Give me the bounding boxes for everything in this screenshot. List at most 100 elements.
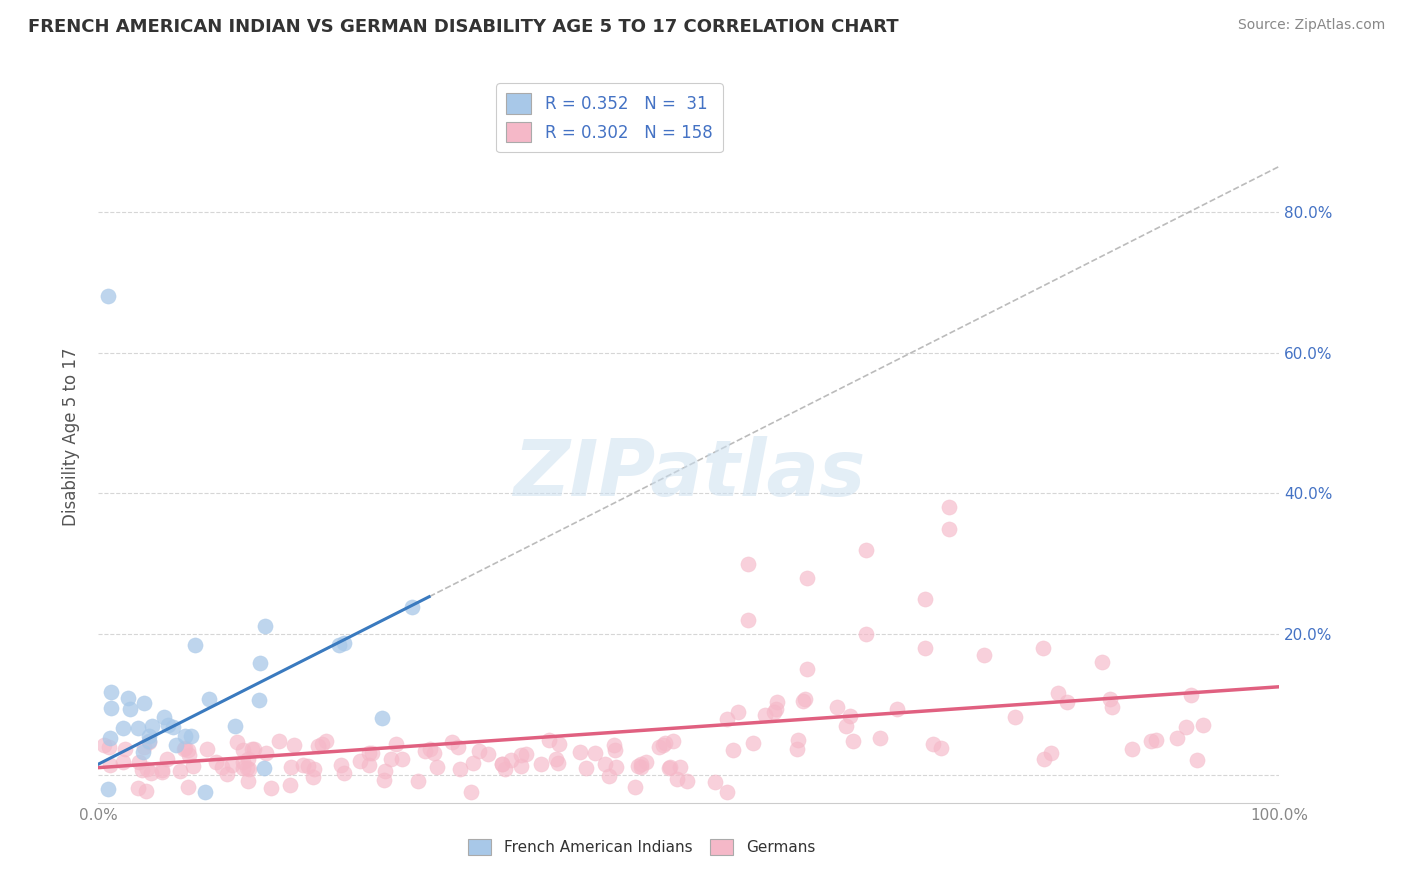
Point <box>98 740 121 755</box>
Point <box>886 702 908 716</box>
Point <box>361 747 384 761</box>
Point <box>132 740 155 755</box>
Point <box>1144 732 1167 747</box>
Point <box>333 636 356 650</box>
Point <box>198 692 221 706</box>
Text: FRENCH AMERICAN INDIAN VS GERMAN DISABILITY AGE 5 TO 17 CORRELATION CHART: FRENCH AMERICAN INDIAN VS GERMAN DISABIL… <box>28 18 898 36</box>
Point <box>240 741 263 756</box>
Point <box>138 735 160 749</box>
Point <box>156 752 179 766</box>
Point <box>648 740 671 755</box>
Point <box>359 758 381 772</box>
Point <box>128 756 150 770</box>
Point <box>766 695 789 709</box>
Point <box>423 746 446 760</box>
Point <box>278 778 301 792</box>
Point <box>401 599 423 614</box>
Point <box>195 742 218 756</box>
Point <box>243 742 266 756</box>
Point <box>938 521 960 535</box>
Point <box>623 780 645 795</box>
Point <box>1121 742 1143 756</box>
Point <box>97 289 120 303</box>
Point <box>914 591 936 606</box>
Point <box>174 729 197 743</box>
Point <box>1004 710 1026 724</box>
Point <box>447 740 470 755</box>
Point <box>839 708 862 723</box>
Point <box>181 759 204 773</box>
Point <box>267 733 290 747</box>
Point <box>426 760 449 774</box>
Legend: French American Indians, Germans: French American Indians, Germans <box>463 833 821 861</box>
Point <box>127 721 149 735</box>
Point <box>792 694 814 708</box>
Point <box>177 748 200 763</box>
Point <box>138 734 160 748</box>
Point <box>1040 747 1063 761</box>
Point <box>359 747 381 761</box>
Point <box>150 765 173 780</box>
Point <box>224 719 246 733</box>
Point <box>605 743 627 757</box>
Point <box>169 764 191 778</box>
Point <box>419 742 441 756</box>
Point <box>183 638 205 652</box>
Point <box>374 764 396 778</box>
Point <box>1033 751 1056 765</box>
Point <box>1175 720 1198 734</box>
Point <box>380 752 402 766</box>
Point <box>254 619 277 633</box>
Point <box>537 732 560 747</box>
Point <box>658 760 681 774</box>
Point <box>283 738 305 752</box>
Text: Source: ZipAtlas.com: Source: ZipAtlas.com <box>1237 18 1385 32</box>
Point <box>662 733 685 747</box>
Point <box>231 761 253 775</box>
Point <box>460 785 482 799</box>
Point <box>332 766 354 780</box>
Point <box>652 738 675 752</box>
Point <box>548 738 571 752</box>
Point <box>973 648 995 662</box>
Point <box>598 768 620 782</box>
Point <box>515 747 537 761</box>
Point <box>1185 753 1208 767</box>
Point <box>595 756 617 771</box>
Point <box>134 696 156 710</box>
Point <box>825 699 848 714</box>
Point <box>236 761 259 775</box>
Point <box>583 746 606 760</box>
Point <box>855 542 877 557</box>
Point <box>328 639 350 653</box>
Point <box>703 774 725 789</box>
Point <box>180 729 202 743</box>
Point <box>127 780 149 795</box>
Point <box>232 743 254 757</box>
Point <box>499 753 522 767</box>
Point <box>1101 699 1123 714</box>
Point <box>842 734 865 748</box>
Point <box>173 741 195 756</box>
Point <box>665 772 688 787</box>
Point <box>135 763 157 777</box>
Point <box>461 756 484 770</box>
Point <box>165 738 187 752</box>
Point <box>232 755 254 769</box>
Point <box>141 719 163 733</box>
Point <box>371 711 394 725</box>
Point <box>654 736 676 750</box>
Point <box>796 571 818 585</box>
Text: ZIPatlas: ZIPatlas <box>513 435 865 512</box>
Point <box>97 781 120 796</box>
Point <box>238 762 260 776</box>
Point <box>249 656 271 670</box>
Point <box>391 752 413 766</box>
Point <box>259 780 281 795</box>
Point <box>131 763 153 777</box>
Point <box>786 742 808 756</box>
Point <box>221 758 243 772</box>
Point <box>855 627 877 641</box>
Point <box>406 774 429 789</box>
Point <box>162 720 184 734</box>
